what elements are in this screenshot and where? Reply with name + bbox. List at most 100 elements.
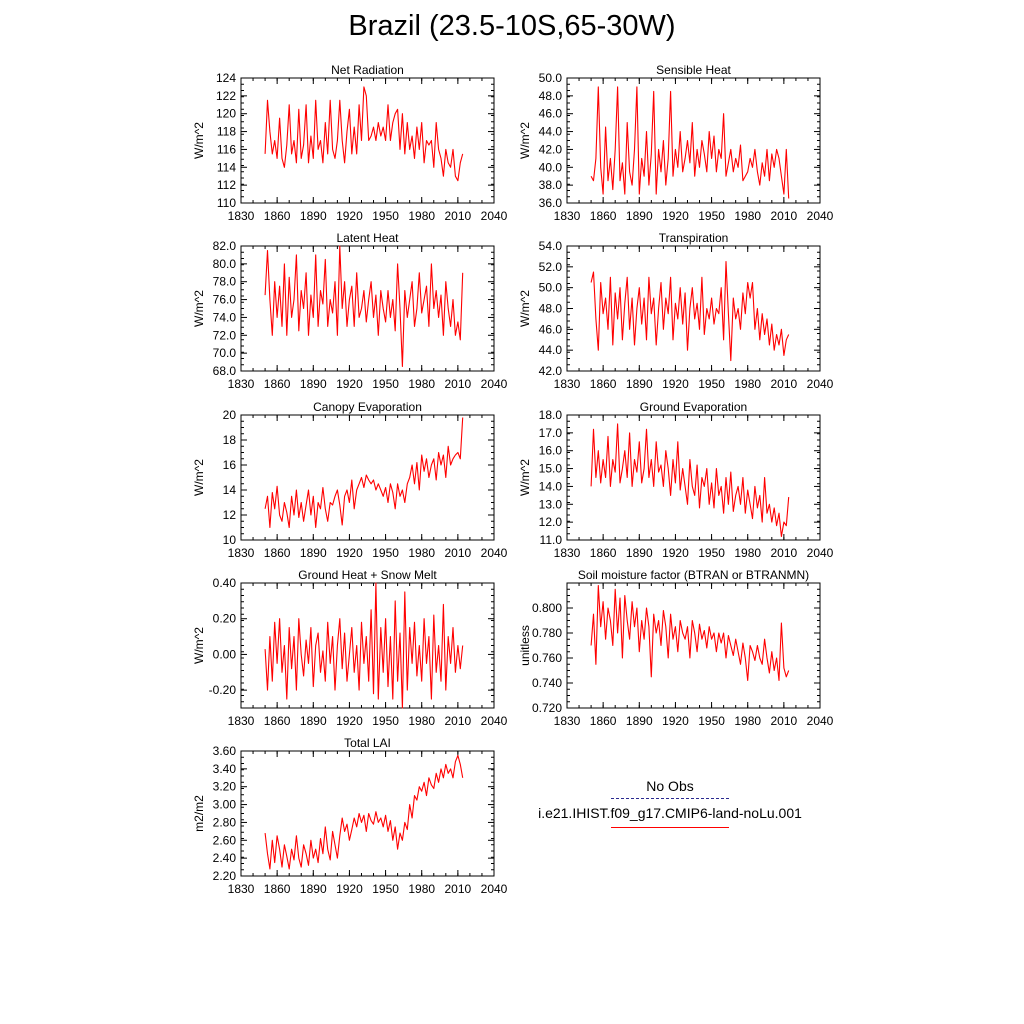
y-tick-label: 2.40 bbox=[213, 851, 237, 865]
x-tick-label: 2010 bbox=[445, 714, 472, 728]
x-tick-label: 1980 bbox=[408, 209, 435, 223]
y-tick-label: 42.0 bbox=[539, 142, 563, 156]
y-tick-label: 0.740 bbox=[532, 676, 562, 690]
chart-title: Net Radiation bbox=[331, 63, 404, 77]
y-tick-label: 0.760 bbox=[532, 651, 562, 665]
x-tick-label: 1830 bbox=[554, 377, 581, 391]
y-tick-label: 0.800 bbox=[532, 601, 562, 615]
y-tick-label: 48.0 bbox=[539, 89, 563, 103]
x-tick-label: 1950 bbox=[698, 714, 725, 728]
chart-title: Soil moisture factor (BTRAN or BTRANMN) bbox=[578, 568, 809, 582]
y-tick-label: 78.0 bbox=[213, 275, 237, 289]
x-tick-label: 1860 bbox=[264, 546, 291, 560]
chart-title: Canopy Evaporation bbox=[313, 400, 422, 414]
x-tick-label: 1860 bbox=[264, 882, 291, 896]
x-tick-label: 1890 bbox=[626, 209, 653, 223]
y-axis-label: unitless bbox=[518, 625, 532, 666]
x-tick-label: 1920 bbox=[662, 377, 689, 391]
x-tick-label: 2040 bbox=[481, 714, 508, 728]
y-tick-label: 0.20 bbox=[213, 612, 237, 626]
legend: No Obs i.e21.IHIST.f09_g17.CMIP6-land-no… bbox=[530, 778, 810, 834]
series-line bbox=[590, 423, 790, 537]
y-tick-label: 3.00 bbox=[213, 798, 237, 812]
x-tick-label: 1920 bbox=[336, 209, 363, 223]
chart-title: Latent Heat bbox=[336, 231, 399, 245]
plot-frame bbox=[240, 750, 495, 877]
x-tick-label: 1980 bbox=[408, 882, 435, 896]
y-tick-label: 70.0 bbox=[213, 346, 237, 360]
y-tick-label: 54.0 bbox=[539, 239, 563, 253]
series-line bbox=[264, 417, 464, 529]
y-tick-label: 114 bbox=[217, 160, 236, 174]
x-tick-label: 1830 bbox=[228, 377, 255, 391]
chart-panel: Net Radiation W/m^2 110 112 114 116 118 120 122 1… bbox=[192, 63, 508, 223]
y-tick-label: 80.0 bbox=[213, 257, 237, 271]
y-tick-label: 2.20 bbox=[213, 869, 237, 883]
x-tick-label: 2010 bbox=[445, 882, 472, 896]
x-tick-label: 1830 bbox=[554, 546, 581, 560]
y-tick-label: 11.0 bbox=[540, 533, 563, 547]
series-line bbox=[590, 261, 790, 362]
x-tick-label: 1980 bbox=[408, 546, 435, 560]
y-tick-label: 16 bbox=[223, 458, 237, 472]
y-tick-label: 20 bbox=[223, 408, 237, 422]
x-tick-label: 1860 bbox=[590, 209, 617, 223]
y-tick-label: 2.60 bbox=[213, 833, 237, 847]
x-tick-label: 1980 bbox=[408, 714, 435, 728]
chart-panel: Ground Evaporation W/m^2 11.0 12.0 13.0 14.0 1… bbox=[518, 400, 834, 560]
y-tick-label: 2.80 bbox=[213, 815, 237, 829]
y-tick-label: 50.0 bbox=[539, 71, 563, 85]
x-tick-label: 1920 bbox=[662, 209, 689, 223]
plot-frame bbox=[566, 582, 821, 709]
series-line bbox=[264, 754, 464, 870]
x-tick-label: 1950 bbox=[372, 714, 399, 728]
y-tick-label: 38.0 bbox=[539, 178, 563, 192]
y-tick-label: 13.0 bbox=[539, 497, 563, 511]
x-tick-label: 1920 bbox=[336, 377, 363, 391]
x-tick-label: 1830 bbox=[554, 209, 581, 223]
y-tick-label: 46.0 bbox=[539, 322, 563, 336]
chart-panel: Transpiration W/m^2 42.0 44.0 46.0 48.0 50.0 52… bbox=[518, 231, 834, 391]
plot-frame bbox=[240, 582, 495, 709]
x-tick-label: 1890 bbox=[300, 209, 327, 223]
x-tick-label: 1950 bbox=[372, 882, 399, 896]
y-tick-label: 112 bbox=[217, 178, 236, 192]
legend-obs-label: No Obs bbox=[646, 778, 694, 794]
y-tick-label: -0.20 bbox=[209, 683, 237, 697]
y-tick-label: 0.40 bbox=[213, 576, 237, 590]
y-tick-label: 17.0 bbox=[539, 426, 563, 440]
x-tick-label: 1980 bbox=[734, 209, 761, 223]
legend-model-swatch bbox=[611, 827, 729, 828]
x-tick-label: 1830 bbox=[554, 714, 581, 728]
y-tick-label: 10 bbox=[223, 533, 237, 547]
legend-obs-swatch bbox=[611, 798, 729, 799]
chart-panel: Soil moisture factor (BTRAN or BTRANMN) u… bbox=[518, 568, 834, 728]
x-tick-label: 1920 bbox=[336, 714, 363, 728]
x-tick-label: 2010 bbox=[771, 714, 798, 728]
y-tick-label: 18 bbox=[223, 433, 237, 447]
x-tick-label: 1950 bbox=[698, 377, 725, 391]
y-axis-label: W/m^2 bbox=[192, 290, 206, 327]
chart-panel: Sensible Heat W/m^2 36.0 38.0 40.0 42.0 44.0 46… bbox=[518, 63, 834, 223]
y-tick-label: 40.0 bbox=[539, 160, 563, 174]
chart-panel: Canopy Evaporation W/m^2 10 12 14 16 18 20 1830 1… bbox=[192, 400, 508, 560]
x-tick-label: 1890 bbox=[626, 377, 653, 391]
x-tick-label: 2040 bbox=[481, 882, 508, 896]
x-tick-label: 1830 bbox=[228, 882, 255, 896]
y-tick-label: 18.0 bbox=[539, 408, 563, 422]
y-axis-label: W/m^2 bbox=[192, 122, 206, 159]
y-axis-label: W/m^2 bbox=[192, 627, 206, 664]
legend-model-label: i.e21.IHIST.f09_g17.CMIP6-land-noLu.001 bbox=[538, 805, 802, 821]
x-tick-label: 2010 bbox=[771, 209, 798, 223]
x-tick-label: 1860 bbox=[590, 714, 617, 728]
chart-title: Total LAI bbox=[344, 736, 391, 750]
y-tick-label: 14 bbox=[223, 483, 237, 497]
x-tick-label: 1890 bbox=[626, 714, 653, 728]
y-tick-label: 36.0 bbox=[539, 196, 563, 210]
x-tick-label: 1920 bbox=[662, 714, 689, 728]
y-axis-label: W/m^2 bbox=[518, 290, 532, 327]
y-tick-label: 0.780 bbox=[532, 626, 562, 640]
x-tick-label: 1860 bbox=[590, 377, 617, 391]
x-tick-label: 2010 bbox=[445, 209, 472, 223]
